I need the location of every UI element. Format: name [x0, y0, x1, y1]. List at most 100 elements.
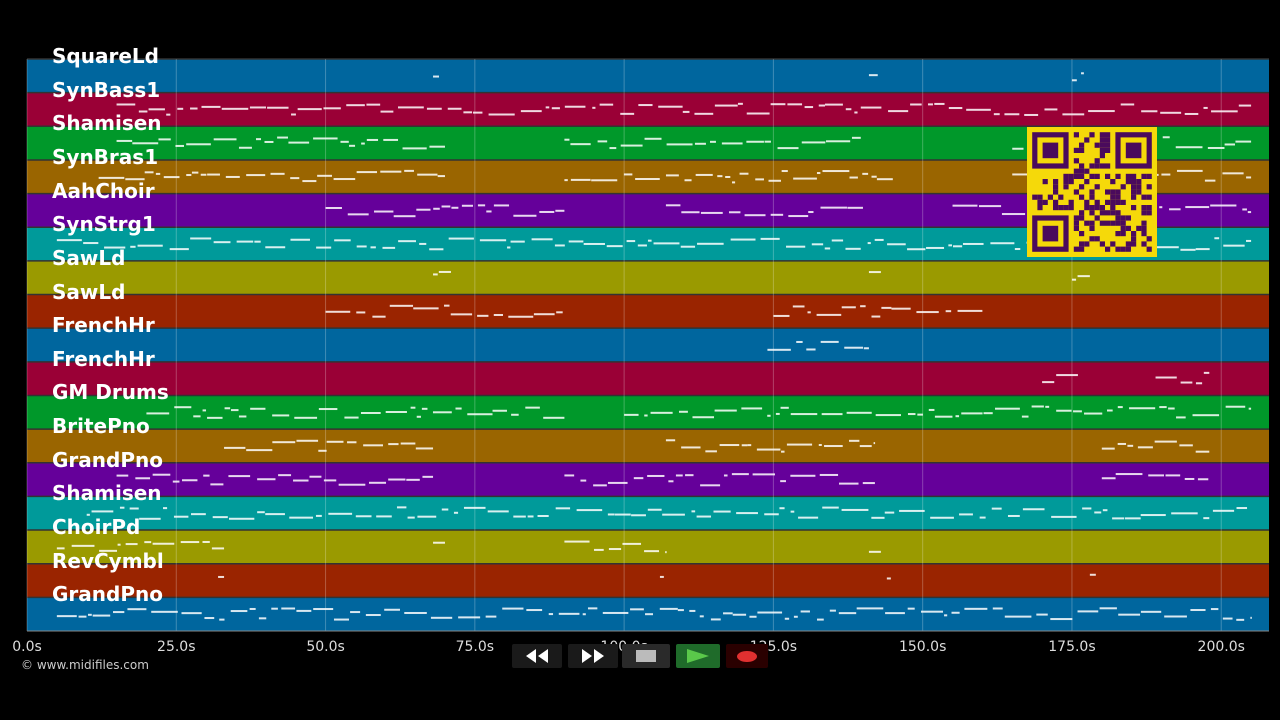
qr-module: [1068, 173, 1074, 179]
note-mark: [271, 607, 278, 610]
note-mark: [191, 171, 199, 174]
note-mark: [416, 208, 431, 211]
track-lane: [27, 462, 1269, 497]
qr-module: [1084, 168, 1090, 174]
note-mark: [225, 175, 240, 178]
note-mark: [139, 517, 161, 520]
note-mark: [463, 111, 473, 114]
note-mark: [675, 474, 683, 477]
note-mark: [757, 611, 783, 614]
note-mark: [493, 204, 510, 207]
stop-button[interactable]: [622, 644, 670, 668]
qr-module: [1110, 189, 1116, 195]
note-mark: [87, 613, 92, 616]
record-button[interactable]: [726, 644, 768, 668]
qr-module: [1047, 194, 1053, 200]
qr-module: [1099, 163, 1105, 169]
note-mark: [212, 516, 228, 519]
note-mark: [927, 103, 933, 106]
note-mark: [607, 513, 615, 516]
track-label: FrenchHr: [52, 313, 155, 338]
note-mark: [739, 172, 749, 175]
qr-module: [1063, 205, 1069, 211]
note-mark: [868, 74, 878, 77]
note-mark: [845, 108, 852, 111]
qr-module: [1068, 199, 1074, 205]
note-mark: [1101, 477, 1116, 480]
note-mark: [816, 618, 824, 621]
note-mark: [213, 138, 237, 141]
note-mark: [957, 309, 983, 312]
track-lane: [27, 361, 1269, 396]
note-mark: [647, 508, 662, 511]
qr-module: [1099, 132, 1105, 138]
note-mark: [191, 513, 206, 516]
qr-module: [1105, 210, 1111, 216]
qr-module: [1084, 199, 1090, 205]
note-mark: [1007, 514, 1020, 517]
qr-module: [1084, 137, 1090, 143]
rewind-button[interactable]: [512, 644, 562, 668]
track-label: SynBass1: [52, 77, 161, 102]
note-mark: [665, 174, 679, 177]
qr-module: [1084, 205, 1090, 211]
note-mark: [368, 481, 387, 484]
qr-module: [1110, 241, 1116, 247]
note-mark: [992, 607, 1003, 610]
track-label: SynStrg1: [52, 212, 156, 237]
qr-module: [1105, 137, 1111, 143]
note-mark: [455, 407, 462, 410]
note-mark: [781, 450, 785, 453]
note-mark: [635, 178, 660, 181]
note-mark: [747, 444, 752, 447]
note-mark: [845, 247, 861, 250]
play-button[interactable]: [676, 644, 720, 668]
qr-module: [1105, 246, 1111, 252]
qr-module: [1110, 205, 1116, 211]
note-mark: [846, 411, 872, 414]
note-mark: [249, 607, 256, 610]
note-mark: [1022, 508, 1045, 511]
note-mark: [638, 104, 653, 107]
note-mark: [818, 443, 822, 446]
note-mark: [564, 138, 570, 141]
qr-module: [1089, 132, 1095, 138]
qr-module: [1073, 215, 1079, 221]
note-mark: [644, 414, 648, 417]
qr-module: [1131, 189, 1137, 195]
fast-forward-button[interactable]: [568, 644, 618, 668]
note-mark: [372, 315, 386, 318]
note-mark: [868, 271, 881, 274]
qr-module: [1084, 241, 1090, 247]
note-mark: [876, 178, 893, 181]
note-mark: [451, 206, 459, 209]
note-mark: [920, 610, 944, 613]
copyright-text: © www.midifiles.com: [21, 658, 149, 672]
note-mark: [309, 475, 322, 478]
note-mark: [78, 615, 87, 618]
note-mark: [333, 178, 356, 181]
note-mark: [1247, 211, 1252, 214]
note-mark: [1250, 616, 1252, 619]
track-lane: [27, 59, 1269, 93]
qr-module: [1042, 179, 1048, 185]
track-label: Shamisen: [52, 481, 162, 506]
qr-code-icon[interactable]: [1027, 127, 1157, 257]
note-mark: [665, 204, 681, 207]
note-mark: [677, 609, 684, 612]
note-mark: [717, 175, 723, 178]
note-mark: [92, 614, 111, 617]
note-mark: [570, 143, 591, 146]
note-mark: [272, 414, 290, 417]
qr-module: [1105, 163, 1111, 169]
qr-module: [1146, 236, 1152, 242]
qr-module: [1073, 246, 1079, 252]
note-mark: [839, 482, 859, 485]
note-mark: [477, 204, 486, 207]
note-mark: [200, 173, 207, 176]
note-mark: [313, 608, 334, 611]
note-mark: [591, 179, 618, 182]
note-mark: [1195, 450, 1210, 453]
note-mark: [945, 310, 952, 313]
note-mark: [1222, 172, 1244, 175]
